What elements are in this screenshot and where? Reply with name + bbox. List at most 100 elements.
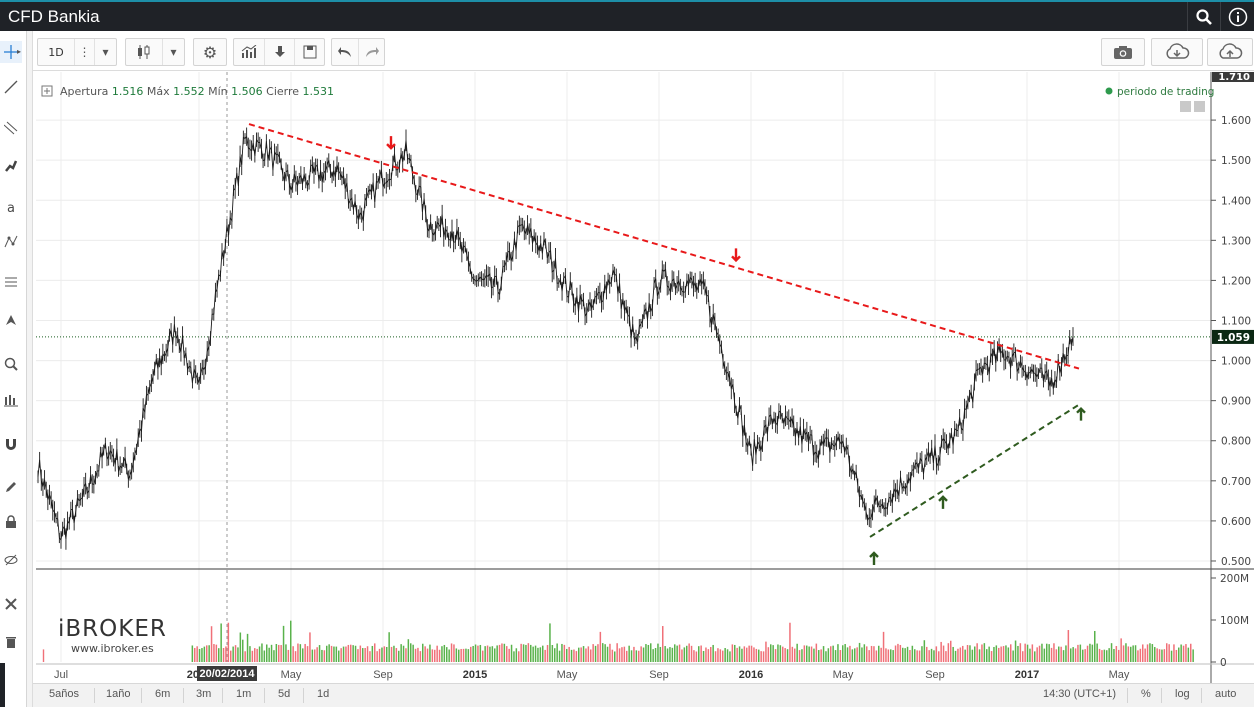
range-1m[interactable]: 1m (236, 688, 252, 700)
volume-bar (1000, 646, 1002, 662)
volume-bar (602, 643, 604, 662)
volume-bar (436, 645, 438, 662)
volume-bar (294, 651, 297, 662)
undo-icon[interactable] (332, 39, 358, 65)
volume-bar (1185, 644, 1187, 662)
range-separator (1161, 688, 1162, 703)
volume-bar (1163, 649, 1166, 662)
brush-icon[interactable] (0, 155, 22, 177)
pattern-icon[interactable] (0, 231, 22, 253)
range-3m[interactable]: 3m (196, 688, 212, 700)
timezone-clock[interactable]: 14:30 (UTC+1) (1043, 688, 1117, 700)
interval-button[interactable]: 1D (48, 45, 64, 59)
price-chart[interactable]: 1.710 1.600 1.500 1.400 1.300 1.200 1.100 1.000… (36, 72, 1254, 683)
trendline-icon[interactable] (0, 76, 22, 98)
scroll-right-icon[interactable] (1194, 101, 1205, 112)
range-5d[interactable]: 5d (278, 688, 291, 700)
chevron-down-icon[interactable]: ▾ (162, 39, 184, 65)
volume-bar (712, 644, 714, 662)
indicators-icon[interactable] (234, 39, 264, 65)
volume-bar (1115, 645, 1118, 662)
range-6m[interactable]: 6m (155, 688, 171, 700)
high-value: 1.552 (173, 85, 205, 98)
redo-icon[interactable] (358, 39, 384, 65)
cloud-load-group (1151, 38, 1203, 66)
volume-bar (923, 640, 926, 662)
chevron-down-icon[interactable]: ▾ (94, 39, 116, 65)
scroll-left-icon[interactable] (1180, 101, 1191, 112)
volume-bar (988, 646, 990, 662)
volume-bar (1187, 647, 1190, 662)
volume-bar (719, 649, 722, 662)
volume-bar (952, 646, 954, 662)
legend-toggle-icon[interactable] (41, 85, 53, 97)
volume-bar (268, 647, 270, 662)
eye-icon[interactable] (0, 549, 22, 571)
open-label: Apertura (60, 85, 108, 98)
arrow-icon[interactable] (0, 309, 22, 331)
auto-toggle[interactable]: auto (1215, 688, 1237, 700)
gear-icon[interactable]: ⚙ (202, 42, 218, 62)
volume-bar (194, 647, 196, 662)
range-separator (264, 688, 265, 703)
search-icon[interactable] (1188, 2, 1220, 31)
volume-bar (201, 648, 203, 662)
pencil-icon[interactable] (0, 476, 22, 498)
range-5y[interactable]: 5años (49, 688, 79, 700)
range-1y[interactable]: 1año (106, 688, 131, 700)
volume-bar (210, 626, 213, 662)
volume-bar (959, 647, 962, 662)
panel-handle[interactable] (0, 663, 5, 707)
volume-bar (942, 645, 945, 662)
volume-bar (580, 647, 582, 662)
volume-bar (1144, 648, 1146, 662)
measure-icon[interactable] (0, 271, 22, 293)
close-value: 1.531 (303, 85, 335, 98)
volume-bar (503, 643, 506, 662)
volume-bar (386, 646, 388, 662)
wrench-icon[interactable] (0, 593, 22, 615)
volume-bar (573, 649, 575, 662)
volume-bar (964, 649, 966, 662)
volume-bar (563, 644, 566, 662)
volume-bar (314, 649, 316, 662)
candlestick-icon[interactable] (126, 39, 162, 65)
volume-bar (330, 645, 333, 662)
range-separator (141, 688, 142, 703)
magnet-icon[interactable] (0, 433, 22, 455)
range-1d[interactable]: 1d (317, 688, 330, 700)
zoom-icon[interactable] (0, 353, 22, 375)
cloud-download-icon[interactable] (1152, 39, 1202, 65)
volume-bar (237, 647, 239, 662)
volume-bar (743, 646, 746, 662)
volume-bar (1065, 645, 1067, 662)
trash-icon[interactable] (0, 631, 22, 653)
fib-icon[interactable] (0, 117, 22, 139)
volume-bar (1142, 644, 1144, 662)
volume-bar (666, 648, 669, 662)
volume-bar (510, 644, 513, 662)
text-icon[interactable]: a (7, 200, 15, 216)
lock-icon[interactable] (0, 511, 22, 533)
log-toggle[interactable]: log (1175, 688, 1190, 700)
volume-bar (258, 646, 261, 662)
volume-bar (969, 645, 971, 662)
volume-bar (930, 648, 933, 662)
more-vertical-icon[interactable]: ⋮ (74, 39, 94, 65)
bars-icon[interactable] (0, 389, 22, 411)
last-price-label: 1.059 (1217, 332, 1250, 344)
crosshair-icon[interactable] (0, 41, 22, 63)
download-icon[interactable] (264, 39, 294, 65)
expand-tools-icon[interactable]: ▸ (17, 47, 22, 56)
percent-toggle[interactable]: % (1141, 688, 1151, 700)
volume-bar (736, 647, 738, 662)
cloud-upload-icon[interactable] (1208, 39, 1252, 65)
volume-bar (856, 647, 858, 662)
info-icon[interactable] (1222, 2, 1254, 31)
save-icon[interactable] (294, 39, 324, 65)
title-separator (1187, 2, 1188, 31)
chart-canvas[interactable]: 1.710 1.600 1.500 1.400 1.300 1.200 1.100 1.000… (36, 72, 1254, 683)
volume-bar (1053, 643, 1055, 662)
volume-bar (755, 648, 758, 662)
camera-icon[interactable] (1102, 39, 1144, 65)
